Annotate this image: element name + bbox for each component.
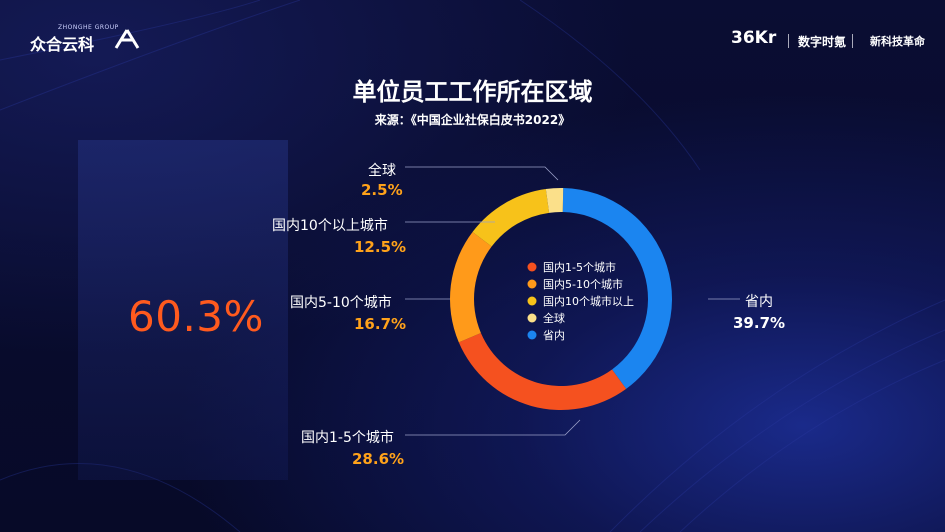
donut-slice-2 (450, 231, 492, 343)
logo-36kr: 36Kr (731, 28, 777, 48)
logo-separator-1 (788, 34, 789, 48)
logo-left-icon (114, 29, 140, 49)
legend-marker-3 (527, 313, 537, 323)
label-value-5to10: 16.7% (354, 315, 407, 333)
legend-marker-2 (527, 296, 537, 306)
legend-label-4: 省内 (543, 328, 565, 342)
legend-label-3: 全球 (543, 311, 565, 325)
highlight-percentage: 60.3% (128, 292, 264, 341)
donut-slice-4 (545, 188, 564, 213)
chart-source: 来源：《中国企业社保白皮书2022》 (374, 113, 571, 127)
logo-xinkejigeming: 新科技革命 (870, 35, 925, 48)
logo-separator-2 (852, 34, 853, 48)
donut-slice-1 (458, 332, 627, 410)
label-name-5to10: 国内5-10个城市 (290, 295, 392, 311)
label-name-province: 省内 (745, 294, 773, 310)
donut-slice-0 (562, 188, 672, 389)
leader-line-1to5 (405, 419, 581, 436)
legend-marker-4 (527, 330, 537, 340)
legend-marker-1 (527, 279, 537, 289)
logo-left-subtitle: ZHONGHE GROUP (58, 24, 119, 31)
label-value-1to5: 28.6% (352, 450, 405, 468)
chart-title: 单位员工工作所在区域 (352, 78, 593, 106)
label-name-1to5: 国内1-5个城市 (301, 430, 394, 446)
logo-left-text: 众合云科 (30, 35, 95, 54)
legend-label-2: 国内10个城市以上 (543, 294, 634, 308)
label-value-province: 39.7% (733, 314, 786, 332)
legend-label-0: 国内1-5个城市 (543, 260, 616, 274)
highlight-panel (78, 140, 288, 480)
label-name-10plus: 国内10个以上城市 (272, 218, 388, 234)
leader-line-global (405, 166, 559, 181)
label-name-global: 全球 (368, 163, 396, 179)
label-value-10plus: 12.5% (354, 238, 407, 256)
legend-marker-0 (527, 262, 537, 272)
logo-shuzishike: 数字时氪 (798, 35, 847, 49)
label-value-global: 2.5% (361, 181, 403, 199)
donut-slice-3 (472, 189, 550, 247)
legend-label-1: 国内5-10个城市 (543, 277, 623, 291)
